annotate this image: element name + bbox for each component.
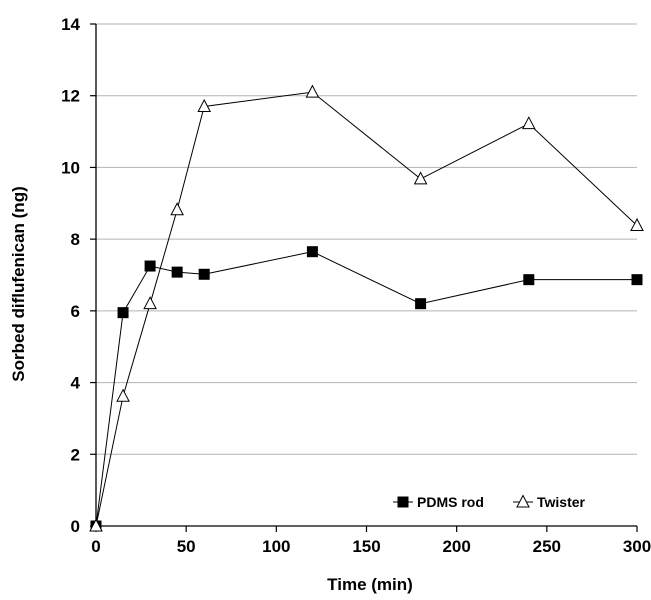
series-line-pdms-rod	[95, 251, 637, 527]
legend-marker-pdms-rod	[397, 496, 409, 508]
point-twister-6	[413, 171, 428, 185]
point-pdms-rod-6	[415, 298, 427, 310]
y-tick-label-12: 12	[61, 87, 80, 106]
x-tick-label-300: 300	[623, 537, 651, 556]
y-axis-title: Sorbed diflufenican (ng)	[9, 186, 28, 382]
legend-marker-twister	[516, 494, 530, 508]
y-tick-label-10: 10	[61, 158, 80, 177]
legend-label-twister: Twister	[537, 494, 586, 510]
x-tick-label-250: 250	[533, 537, 561, 556]
point-twister-3	[170, 202, 184, 216]
gridlines	[96, 23, 637, 455]
legend: PDMS rod Twister	[393, 494, 586, 510]
y-tick-label-6: 6	[71, 302, 80, 321]
point-pdms-rod-1	[117, 307, 129, 319]
point-pdms-rod-2	[144, 260, 156, 272]
point-twister-1	[116, 388, 130, 402]
point-pdms-rod-8	[631, 274, 643, 286]
y-tick-label-14: 14	[61, 15, 80, 34]
series-line-twister	[95, 91, 638, 527]
x-tick-labels: 0 50 100 150 200 250 300	[91, 537, 651, 556]
x-tick-label-50: 50	[177, 537, 196, 556]
y-tick-label-0: 0	[71, 517, 80, 536]
x-tick-label-200: 200	[442, 537, 470, 556]
legend-label-pdms-rod: PDMS rod	[417, 494, 484, 510]
x-axis-title: Time (min)	[327, 575, 413, 594]
y-tick-labels: 0 2 4 6 8 10 12 14	[61, 15, 80, 536]
x-tick-label-100: 100	[262, 537, 290, 556]
point-twister-0	[89, 518, 103, 532]
series-layer	[89, 84, 644, 532]
point-pdms-rod-7	[523, 274, 535, 286]
x-tick-label-0: 0	[91, 537, 100, 556]
point-twister-7	[521, 116, 536, 130]
point-pdms-rod-4	[198, 268, 210, 280]
point-twister-4	[197, 98, 212, 112]
point-twister-5	[305, 84, 320, 98]
y-tick-label-2: 2	[71, 445, 80, 464]
y-tick-label-4: 4	[71, 374, 81, 393]
point-pdms-rod-3	[171, 266, 183, 278]
y-tick-label-8: 8	[71, 230, 80, 249]
point-pdms-rod-5	[306, 246, 318, 258]
point-twister-2	[143, 296, 157, 310]
point-twister-8	[630, 217, 644, 232]
axes	[90, 23, 638, 532]
x-tick-label-150: 150	[352, 537, 380, 556]
